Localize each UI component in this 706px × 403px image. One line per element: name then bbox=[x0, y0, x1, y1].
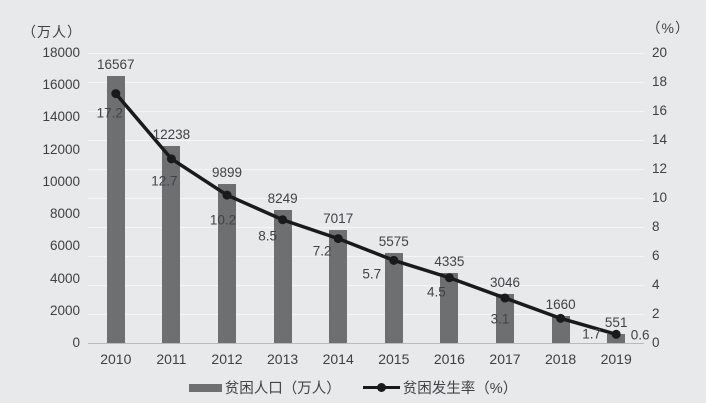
right-axis-tick-label: 16 bbox=[652, 103, 668, 118]
rate-value-label: 8.5 bbox=[258, 228, 277, 244]
grid-line bbox=[88, 81, 644, 83]
x-axis-tick-label: 2018 bbox=[545, 351, 577, 367]
grid-line bbox=[88, 342, 644, 344]
bar-2012 bbox=[218, 183, 236, 343]
right-axis-tick-label: 12 bbox=[652, 161, 668, 176]
legend-item-rate: 贫困发生率（%） bbox=[362, 377, 518, 398]
rate-value-label: 10.2 bbox=[209, 212, 237, 228]
bar-2019 bbox=[607, 334, 626, 343]
rate-value-label: 3.1 bbox=[490, 311, 510, 327]
legend-item-population: 贫困人口（万人） bbox=[188, 377, 341, 398]
bar-value-label: 5575 bbox=[378, 234, 409, 250]
right-axis-tick-label: 20 bbox=[652, 45, 668, 60]
line-swatch-icon bbox=[362, 382, 400, 393]
bar-swatch-icon bbox=[188, 383, 222, 392]
x-axis-tick-label: 2014 bbox=[322, 351, 354, 367]
left-axis-tick-label: 10000 bbox=[42, 173, 80, 189]
line-marker-icon bbox=[376, 382, 386, 392]
bar-value-label: 8249 bbox=[267, 191, 298, 207]
right-axis-tick-label: 0 bbox=[652, 335, 660, 350]
left-axis-tick-label: 14000 bbox=[42, 109, 80, 125]
right-axis-tick-label: 2 bbox=[652, 306, 660, 321]
left-axis-tick-label: 12000 bbox=[42, 141, 80, 157]
x-axis-tick-label: 2017 bbox=[489, 351, 521, 367]
rate-value-label: 17.2 bbox=[96, 105, 123, 121]
bar-value-label: 551 bbox=[604, 315, 628, 331]
x-axis-tick-label: 2012 bbox=[211, 351, 243, 367]
bar-2014 bbox=[329, 229, 348, 343]
x-axis-tick-label: 2010 bbox=[100, 351, 132, 367]
grid-line bbox=[88, 110, 644, 112]
bar-value-label: 12238 bbox=[152, 126, 191, 142]
x-axis-tick-label: 2016 bbox=[433, 351, 465, 367]
right-axis-tick-label: 14 bbox=[652, 132, 668, 147]
left-axis-title: （万人） bbox=[22, 24, 82, 40]
rate-value-label: 7.2 bbox=[312, 243, 332, 259]
left-axis-tick-label: 8000 bbox=[49, 206, 80, 222]
bar-value-label: 16567 bbox=[97, 57, 135, 73]
x-axis-tick-label: 2013 bbox=[267, 351, 299, 367]
right-axis-tick-label: 4 bbox=[652, 277, 660, 292]
right-axis-tick-label: 8 bbox=[652, 219, 660, 234]
x-axis-tick-label: 2019 bbox=[600, 351, 632, 367]
legend-label-population: 贫困人口（万人） bbox=[224, 381, 341, 397]
rate-value-label: 0.6 bbox=[630, 327, 650, 343]
bar-value-label: 7017 bbox=[323, 210, 354, 226]
bar-value-label: 9899 bbox=[211, 164, 243, 180]
legend: 贫困人口（万人） 贫困发生率（%） bbox=[0, 377, 706, 398]
left-axis-tick-label: 4000 bbox=[49, 270, 80, 286]
x-axis-tick-label: 2011 bbox=[156, 351, 187, 367]
right-axis-tick-label: 6 bbox=[652, 248, 660, 263]
right-axis-tick-label: 10 bbox=[652, 190, 668, 205]
left-axis-tick-label: 2000 bbox=[49, 302, 80, 318]
legend-label-rate: 贫困发生率（%） bbox=[402, 381, 518, 397]
x-axis-tick-label: 2015 bbox=[378, 351, 410, 367]
right-axis-tick-label: 18 bbox=[652, 74, 668, 89]
left-axis-tick-label: 0 bbox=[72, 335, 80, 350]
bar-value-label: 4335 bbox=[434, 254, 465, 270]
left-axis-tick-label: 18000 bbox=[42, 45, 80, 60]
rate-value-label: 4.5 bbox=[427, 284, 446, 300]
bar-value-label: 3046 bbox=[489, 274, 521, 290]
left-axis-tick-label: 16000 bbox=[42, 77, 80, 93]
rate-value-label: 12.7 bbox=[151, 173, 178, 189]
left-axis-tick-label: 6000 bbox=[49, 238, 80, 254]
grid-line bbox=[88, 52, 644, 54]
bar-2018 bbox=[551, 316, 570, 343]
rate-value-label: 1.7 bbox=[582, 326, 601, 342]
right-axis-title: （%） bbox=[646, 20, 690, 36]
bar-2015 bbox=[384, 253, 403, 343]
bar-value-label: 1660 bbox=[545, 297, 576, 313]
rate-value-label: 5.7 bbox=[362, 266, 382, 282]
